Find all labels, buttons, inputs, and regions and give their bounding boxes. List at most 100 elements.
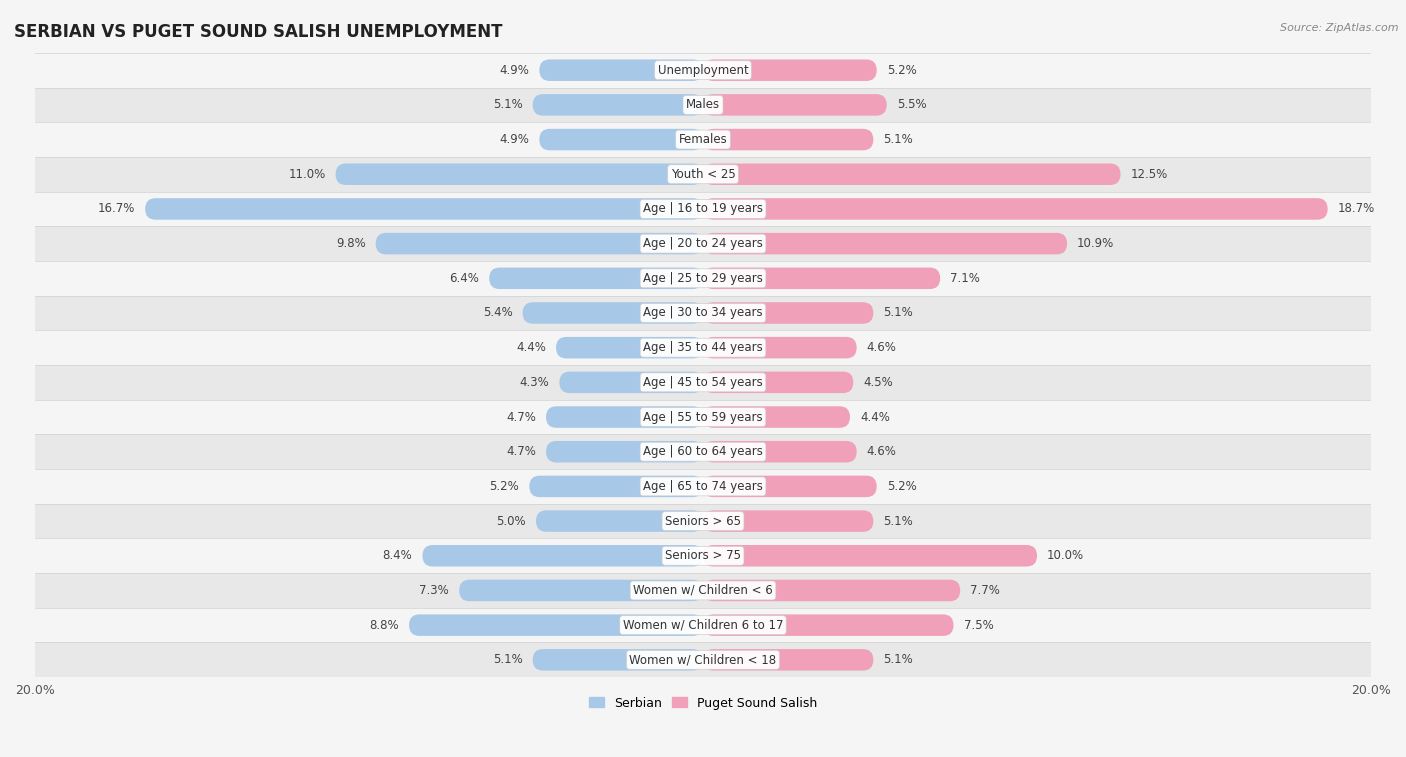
Text: Age | 30 to 34 years: Age | 30 to 34 years — [643, 307, 763, 319]
Text: 18.7%: 18.7% — [1337, 202, 1375, 216]
Text: 4.3%: 4.3% — [520, 376, 550, 389]
Bar — [35, 226, 1371, 261]
Text: 4.4%: 4.4% — [516, 341, 546, 354]
FancyBboxPatch shape — [703, 407, 851, 428]
Text: SERBIAN VS PUGET SOUND SALISH UNEMPLOYMENT: SERBIAN VS PUGET SOUND SALISH UNEMPLOYME… — [14, 23, 502, 41]
Bar — [35, 122, 1371, 157]
Text: 5.1%: 5.1% — [883, 133, 912, 146]
Text: Women w/ Children 6 to 17: Women w/ Children 6 to 17 — [623, 618, 783, 631]
FancyBboxPatch shape — [523, 302, 703, 324]
Text: 5.2%: 5.2% — [887, 64, 917, 76]
Text: Women w/ Children < 18: Women w/ Children < 18 — [630, 653, 776, 666]
FancyBboxPatch shape — [546, 441, 703, 463]
Text: Age | 65 to 74 years: Age | 65 to 74 years — [643, 480, 763, 493]
Text: Age | 60 to 64 years: Age | 60 to 64 years — [643, 445, 763, 458]
Text: 4.7%: 4.7% — [506, 410, 536, 423]
Bar — [35, 643, 1371, 678]
Text: Males: Males — [686, 98, 720, 111]
Text: 4.5%: 4.5% — [863, 376, 893, 389]
Text: 4.7%: 4.7% — [506, 445, 536, 458]
FancyBboxPatch shape — [703, 129, 873, 151]
FancyBboxPatch shape — [703, 233, 1067, 254]
Text: 5.2%: 5.2% — [887, 480, 917, 493]
Text: 10.9%: 10.9% — [1077, 237, 1115, 250]
FancyBboxPatch shape — [703, 545, 1038, 566]
Text: Youth < 25: Youth < 25 — [671, 168, 735, 181]
Text: 4.6%: 4.6% — [866, 445, 897, 458]
Text: Age | 20 to 24 years: Age | 20 to 24 years — [643, 237, 763, 250]
Text: 7.1%: 7.1% — [950, 272, 980, 285]
Bar — [35, 157, 1371, 192]
Text: Seniors > 65: Seniors > 65 — [665, 515, 741, 528]
Text: 7.5%: 7.5% — [963, 618, 993, 631]
Text: Females: Females — [679, 133, 727, 146]
Text: 8.4%: 8.4% — [382, 550, 412, 562]
FancyBboxPatch shape — [703, 198, 1327, 220]
FancyBboxPatch shape — [703, 337, 856, 358]
Text: 5.1%: 5.1% — [494, 653, 523, 666]
Text: 4.4%: 4.4% — [860, 410, 890, 423]
FancyBboxPatch shape — [703, 475, 877, 497]
Text: 4.9%: 4.9% — [499, 64, 529, 76]
Text: Age | 25 to 29 years: Age | 25 to 29 years — [643, 272, 763, 285]
FancyBboxPatch shape — [703, 649, 873, 671]
Text: 12.5%: 12.5% — [1130, 168, 1168, 181]
Bar — [35, 261, 1371, 296]
Bar — [35, 192, 1371, 226]
Bar — [35, 330, 1371, 365]
Bar — [35, 400, 1371, 435]
Text: Age | 35 to 44 years: Age | 35 to 44 years — [643, 341, 763, 354]
Text: 6.4%: 6.4% — [450, 272, 479, 285]
Bar — [35, 538, 1371, 573]
Text: 11.0%: 11.0% — [288, 168, 326, 181]
FancyBboxPatch shape — [555, 337, 703, 358]
Text: 5.1%: 5.1% — [883, 515, 912, 528]
FancyBboxPatch shape — [336, 164, 703, 185]
Text: 5.5%: 5.5% — [897, 98, 927, 111]
FancyBboxPatch shape — [540, 60, 703, 81]
FancyBboxPatch shape — [536, 510, 703, 532]
Text: 7.7%: 7.7% — [970, 584, 1000, 597]
Text: Unemployment: Unemployment — [658, 64, 748, 76]
FancyBboxPatch shape — [560, 372, 703, 393]
FancyBboxPatch shape — [703, 60, 877, 81]
Text: 5.2%: 5.2% — [489, 480, 519, 493]
FancyBboxPatch shape — [703, 302, 873, 324]
FancyBboxPatch shape — [703, 441, 856, 463]
Text: Women w/ Children < 6: Women w/ Children < 6 — [633, 584, 773, 597]
FancyBboxPatch shape — [533, 94, 703, 116]
Bar — [35, 53, 1371, 88]
FancyBboxPatch shape — [422, 545, 703, 566]
FancyBboxPatch shape — [546, 407, 703, 428]
Text: 9.8%: 9.8% — [336, 237, 366, 250]
FancyBboxPatch shape — [375, 233, 703, 254]
Bar — [35, 573, 1371, 608]
Text: 5.1%: 5.1% — [883, 653, 912, 666]
Text: 16.7%: 16.7% — [98, 202, 135, 216]
Text: Seniors > 75: Seniors > 75 — [665, 550, 741, 562]
FancyBboxPatch shape — [703, 267, 941, 289]
FancyBboxPatch shape — [703, 372, 853, 393]
Bar — [35, 469, 1371, 503]
Bar — [35, 435, 1371, 469]
Text: 5.0%: 5.0% — [496, 515, 526, 528]
Text: Source: ZipAtlas.com: Source: ZipAtlas.com — [1281, 23, 1399, 33]
Text: Age | 45 to 54 years: Age | 45 to 54 years — [643, 376, 763, 389]
Text: 5.4%: 5.4% — [482, 307, 513, 319]
Text: Age | 55 to 59 years: Age | 55 to 59 years — [643, 410, 763, 423]
FancyBboxPatch shape — [703, 580, 960, 601]
Text: 8.8%: 8.8% — [370, 618, 399, 631]
FancyBboxPatch shape — [529, 475, 703, 497]
Bar — [35, 296, 1371, 330]
FancyBboxPatch shape — [703, 94, 887, 116]
FancyBboxPatch shape — [145, 198, 703, 220]
Bar — [35, 365, 1371, 400]
Text: 7.3%: 7.3% — [419, 584, 449, 597]
FancyBboxPatch shape — [540, 129, 703, 151]
Text: 4.6%: 4.6% — [866, 341, 897, 354]
Bar — [35, 88, 1371, 122]
FancyBboxPatch shape — [489, 267, 703, 289]
Bar — [35, 608, 1371, 643]
Text: 10.0%: 10.0% — [1047, 550, 1084, 562]
Text: 4.9%: 4.9% — [499, 133, 529, 146]
